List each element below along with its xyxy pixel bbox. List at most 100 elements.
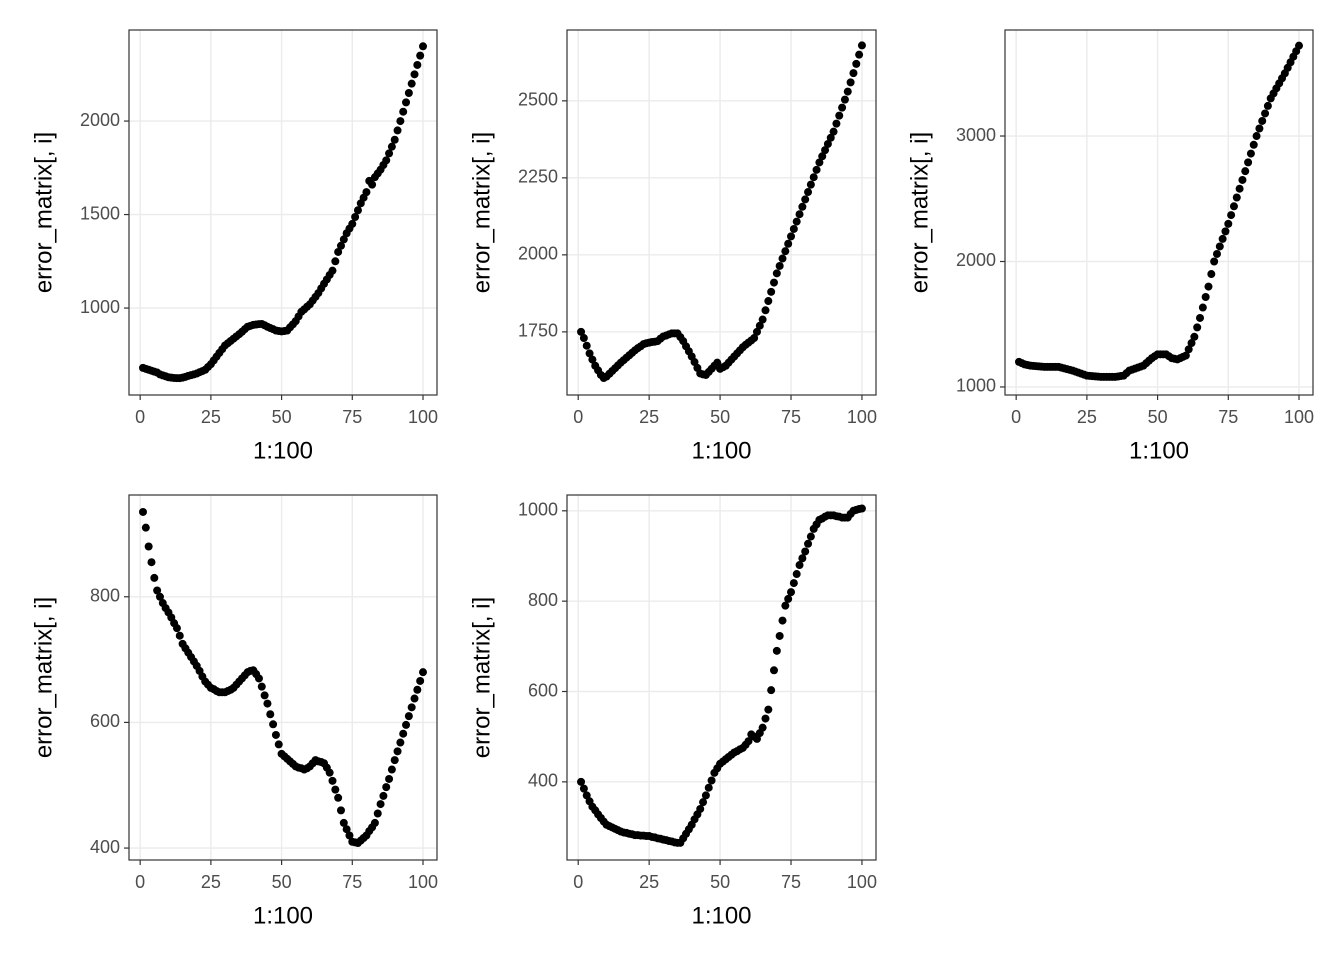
point: [407, 703, 416, 712]
x-tick-label: 75: [342, 407, 362, 427]
point: [402, 98, 411, 107]
point: [761, 306, 770, 315]
plot-background: [567, 30, 876, 395]
point: [1187, 339, 1196, 348]
point: [410, 694, 419, 703]
panel: 0 25 50 75 100 1000 1500 2000 1:100 error_matrix[…: [30, 29, 438, 464]
point: [385, 774, 394, 783]
x-axis-title: 1:100: [1129, 437, 1189, 464]
y-tick-label: 1000: [80, 297, 120, 317]
point: [804, 188, 813, 197]
point: [1181, 351, 1190, 360]
point: [846, 78, 855, 87]
point: [368, 180, 377, 189]
point: [789, 224, 798, 233]
point: [1252, 132, 1261, 141]
y-axis-title: error_matrix[, i]: [30, 132, 57, 293]
point: [1263, 101, 1272, 110]
point: [1193, 323, 1202, 332]
point: [269, 720, 278, 729]
point: [399, 729, 408, 738]
point: [832, 119, 841, 128]
point: [840, 95, 849, 104]
x-tick-label: 100: [847, 872, 877, 892]
x-axis-title: 1:100: [691, 902, 751, 929]
point: [784, 594, 793, 603]
point: [829, 127, 838, 136]
point: [416, 676, 425, 685]
x-tick-label: 100: [408, 407, 438, 427]
point: [852, 59, 861, 68]
point: [399, 107, 408, 116]
point: [407, 79, 416, 88]
point: [792, 570, 801, 579]
point: [789, 579, 798, 588]
point: [806, 180, 815, 189]
point: [396, 117, 405, 126]
point: [1204, 282, 1213, 291]
point: [1258, 116, 1267, 125]
point: [396, 738, 405, 747]
point: [382, 156, 391, 165]
point: [172, 624, 181, 633]
point: [1241, 167, 1250, 176]
point: [767, 287, 776, 296]
y-tick-label: 1750: [518, 321, 558, 341]
point: [823, 139, 832, 148]
point: [758, 723, 767, 732]
point: [345, 831, 354, 840]
point: [257, 682, 266, 691]
plot-border: [128, 494, 438, 861]
point: [857, 504, 866, 513]
point: [385, 149, 394, 158]
point: [857, 41, 866, 50]
point: [1261, 109, 1270, 118]
x-tick-label: 100: [847, 407, 877, 427]
point: [761, 714, 770, 723]
point: [772, 646, 781, 655]
point: [696, 804, 705, 813]
x-tick-label: 25: [1077, 407, 1097, 427]
y-tick-label: 2000: [518, 244, 558, 264]
point: [393, 747, 402, 756]
point: [767, 686, 776, 695]
y-tick-label: 2500: [518, 90, 558, 110]
x-tick-label: 100: [1284, 407, 1314, 427]
point: [390, 135, 399, 144]
point: [704, 783, 713, 792]
point: [155, 592, 164, 601]
x-tick-label: 25: [639, 872, 659, 892]
point: [764, 297, 773, 306]
point: [254, 674, 263, 683]
point: [1227, 211, 1236, 220]
point: [755, 321, 764, 330]
point: [144, 542, 153, 551]
point: [835, 111, 844, 120]
x-tick-label: 0: [573, 407, 583, 427]
point: [413, 685, 422, 694]
point: [271, 730, 280, 739]
y-tick-label: 1500: [80, 203, 120, 223]
x-tick-label: 25: [201, 407, 221, 427]
point: [585, 349, 594, 358]
point: [141, 523, 150, 532]
y-tick-label: 1000: [956, 376, 996, 396]
plot-background: [567, 495, 876, 860]
y-tick-label: 2000: [80, 110, 120, 130]
point: [707, 776, 716, 785]
x-axis-title: 1:100: [253, 437, 313, 464]
y-axis-title: error_matrix[, i]: [468, 597, 495, 758]
y-tick-label: 400: [528, 771, 558, 791]
point: [801, 195, 810, 204]
point: [339, 235, 348, 244]
point: [387, 765, 396, 774]
point: [855, 50, 864, 59]
plot-background: [129, 30, 437, 395]
point: [351, 212, 360, 221]
point: [150, 573, 159, 582]
point: [342, 825, 351, 834]
y-tick-label: 2250: [518, 167, 558, 187]
point: [334, 247, 343, 256]
point: [390, 756, 399, 765]
point: [402, 720, 411, 729]
